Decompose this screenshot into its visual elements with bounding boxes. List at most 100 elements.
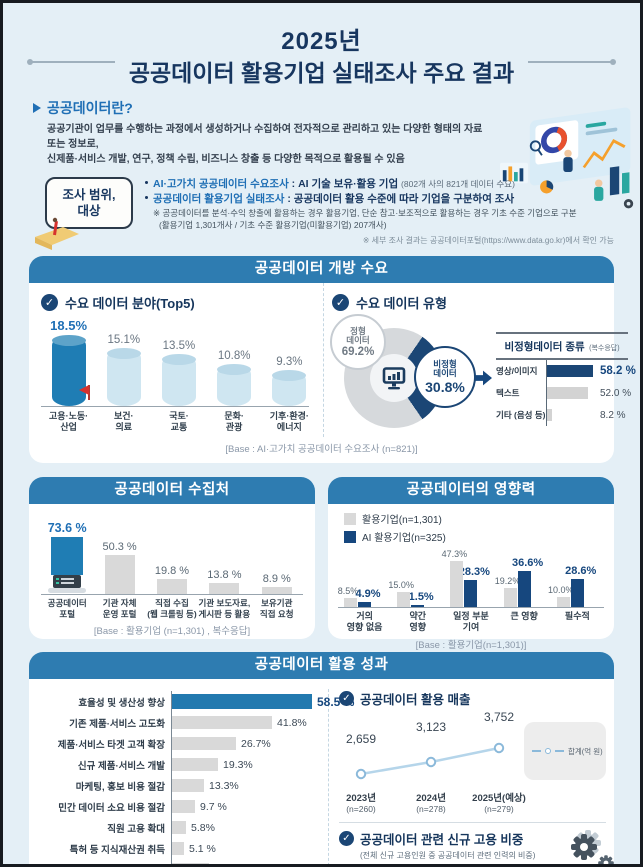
scope-footnote: ※ 세부 조사 결과는 공공데이터포털(https://www.data.go.… <box>362 236 614 245</box>
bar <box>209 583 240 594</box>
bar <box>161 354 196 406</box>
mini-bar-row: 기타 (음성 등) 8.2 % <box>496 404 628 426</box>
structured-data-label: 정형 데이터 69.2% <box>330 314 386 370</box>
axis-line <box>41 406 309 407</box>
bar-value: 15.0% <box>388 580 414 590</box>
x-note: (n=278) <box>416 804 446 814</box>
intro-section: 공공데이터란? 공공기관이 업무를 수행하는 과정에서 생성하거나 수집하여 전… <box>33 98 490 167</box>
bar-label: 국토· 교통 <box>169 411 189 432</box>
slice-label: 비정형 데이터 <box>433 358 457 378</box>
mini-chart-note: (복수응답) <box>589 345 620 352</box>
bar <box>172 716 272 729</box>
bar-label: 제품·서비스 타겟 고객 확장 <box>57 739 165 751</box>
bar <box>106 348 141 406</box>
section-title-open-demand: 공공데이터 개방 수요 <box>29 256 614 283</box>
section-open-demand: 공공데이터 개방 수요 ✓ 수요 데이터 분야(Top5) 18.5% 15.1… <box>29 256 636 463</box>
bar <box>51 537 84 575</box>
legend-swatch-gray <box>344 512 356 525</box>
demand-types-heading: 수요 데이터 유형 <box>356 296 447 311</box>
bar-label: 효율성 및 생산성 향상 <box>78 697 165 709</box>
bar-value: 58.2 % <box>600 365 636 377</box>
legend-label: 합계(억 원) <box>568 746 603 756</box>
bar-group: 47.3% 28.3% <box>442 544 497 607</box>
page-title-main: 공공데이터 활용기업 실태조사 주요 결과 <box>128 60 515 86</box>
point-value: 3,752 <box>483 710 515 724</box>
scope-note-1: ※ 공공데이터를 분석·수익 창출에 활용하는 경우 활용기업, 단순 참고·보… <box>153 208 577 218</box>
employment-heading: 공공데이터 관련 신규 고용 비중 <box>360 833 524 847</box>
bar <box>517 571 531 607</box>
bar <box>156 579 187 594</box>
bar-group: 8.5% 4.9% <box>338 544 391 607</box>
hbar-row: 마케팅, 홍보 비용 절감 13.3% <box>35 775 324 796</box>
flag-icon <box>78 385 90 400</box>
bar <box>397 592 411 607</box>
base-note: [Base : 활용기업 (n=1,301) , 복수응답] <box>93 626 251 637</box>
bar <box>411 605 425 607</box>
line-marker-icon <box>545 748 551 754</box>
bar-value: 8.2 % <box>600 409 626 421</box>
bar <box>344 598 357 607</box>
bar-column: 13.5% <box>151 340 206 406</box>
bar <box>547 365 593 377</box>
bullet-dot-icon <box>145 181 148 184</box>
bar-label: 민간 데이터 소요 비용 절감 <box>58 802 165 814</box>
bar <box>172 842 184 855</box>
decor-line-left-icon <box>27 59 115 65</box>
intro-body-line2: 신제품·서비스 개발, 연구, 정책 수립, 비즈니스 창출 등 다양한 목적으… <box>47 154 405 165</box>
bar-column: 10.8% <box>207 350 262 406</box>
bar-value: 28.3% <box>458 566 490 578</box>
check-icon: ✓ <box>332 294 349 311</box>
hbar-row: 기존 제품·서비스 고도화 41.8% <box>35 712 324 733</box>
bar-value: 8.9 % <box>262 573 291 585</box>
hbar-row: 민간 데이터 소요 비용 절감 9.7 % <box>35 796 324 817</box>
bar-label: 마케팅, 홍보 비용 절감 <box>75 781 165 793</box>
base-note: [Base : 활용기업(n=1,301)] <box>415 640 527 651</box>
bar-column: 8.9 % <box>251 573 303 594</box>
bar <box>261 587 292 594</box>
section-title-collection: 공공데이터 수집처 <box>29 477 315 504</box>
performance-right-panel: ✓ 공공데이터 활용 매출 2,659 3,123 3,752 <box>329 689 614 864</box>
x-label: 2024년 <box>416 793 446 804</box>
legend-label: AI 활용기업(n=325) <box>362 533 446 544</box>
envelope-illustration <box>35 217 79 250</box>
bar-label: 기관 자체 운영 포털 <box>102 598 137 619</box>
bar-value: 13.8 % <box>207 569 242 581</box>
laptop-icon <box>48 575 87 593</box>
scope-bullet1-desc: : AI 기술 보유·활용 기업 <box>288 178 402 190</box>
bar-label: 고용·노동· 산업 <box>49 411 89 432</box>
gears-illustration <box>571 830 614 864</box>
base-note: [Base : AI·고가치 공공데이터 수요조사 (n=821)] <box>225 444 418 455</box>
bar-value: 73.6 % <box>47 521 87 535</box>
scope-bullet1-note: (802개 사의 821개 데이터 수요) <box>401 179 515 189</box>
bar-value: 15.1% <box>107 334 141 346</box>
bar-value: 5.1 % <box>189 842 216 855</box>
impact-chart: 8.5% 4.9% 15.0% 1.5% 47.3% 28.3% <box>338 544 604 608</box>
legend-swatch-navy <box>344 530 356 543</box>
hbar-row: 제품·서비스 타겟 고객 확장 26.7% <box>35 733 324 754</box>
bar <box>172 800 195 813</box>
revenue-line-chart: 2,659 3,123 3,752 2023년 (n=260) <box>339 710 606 818</box>
hbar-row: 신규 제품·서비스 개발 19.3% <box>35 754 324 775</box>
bar <box>547 409 552 421</box>
section-performance: 공공데이터 활용 성과 효율성 및 생산성 향상 58.5 % 기존 제품·서비… <box>29 652 614 865</box>
bar-column: 13.8 % <box>198 569 250 594</box>
x-note: (n=260) <box>346 804 376 814</box>
bar <box>172 737 236 750</box>
bar <box>104 555 135 594</box>
bar-value: 5.8% <box>191 821 215 834</box>
bar-label: 기타 <box>35 863 171 865</box>
monitor-icon <box>382 367 406 390</box>
demand-types-chart: ✓ 수요 데이터 유형 <box>324 283 636 437</box>
bar-label: 신규 제품·서비스 개발 <box>77 760 165 772</box>
bar-label: 약간 영향 <box>409 611 427 632</box>
bar <box>556 597 570 607</box>
bar <box>51 335 90 406</box>
page-header: 2025년 공공데이터 활용기업 실태조사 주요 결과 <box>3 3 640 89</box>
divider <box>339 822 606 823</box>
slice-value: 30.8% <box>425 378 465 395</box>
bar-value: 8.5% <box>337 586 359 596</box>
x-label: 2023년 <box>346 793 376 804</box>
bar-group: 15.0% 1.5% <box>388 544 444 607</box>
bar-column: 18.5% <box>41 318 96 406</box>
bar-value: 19.2% <box>494 576 521 586</box>
